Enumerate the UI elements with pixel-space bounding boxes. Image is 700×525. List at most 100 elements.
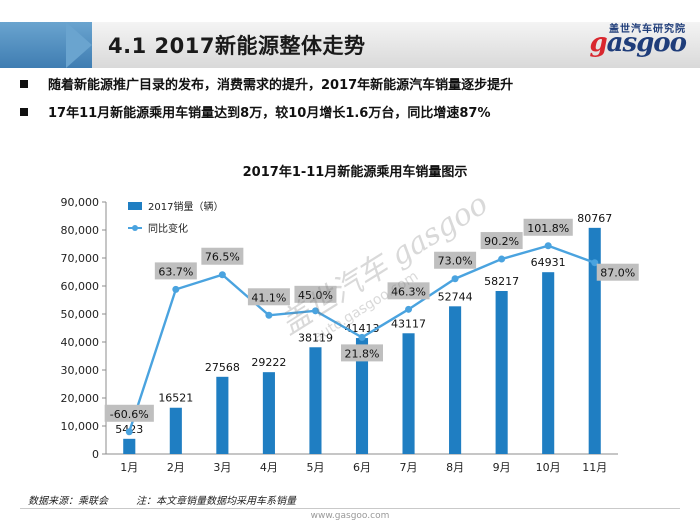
line-value-label: 76.5% bbox=[205, 251, 240, 264]
x-tick-label: 2月 bbox=[167, 461, 185, 474]
footer-url: www.gasgoo.com bbox=[310, 511, 390, 521]
y-tick-label: 50,000 bbox=[61, 308, 100, 321]
bullet-item: 随着新能源推广目录的发布，消费需求的提升，2017年新能源汽车销量逐步提升 bbox=[14, 74, 694, 102]
line-value-label: 90.2% bbox=[484, 235, 519, 248]
line-label-box bbox=[596, 263, 639, 281]
bullet-text: 随着新能源推广目录的发布，消费需求的提升，2017年新能源汽车销量逐步提升 bbox=[48, 78, 514, 93]
line-label-box bbox=[480, 232, 523, 250]
line-point bbox=[218, 271, 226, 279]
x-tick-label: 3月 bbox=[213, 461, 231, 474]
chart-axes: 0 10,000 20,000 30,000 40,000 50,000 60,000 70,… bbox=[61, 196, 618, 474]
line-label-box bbox=[523, 218, 573, 236]
x-tick-label: 1月 bbox=[120, 461, 138, 474]
line-label-box bbox=[247, 288, 290, 306]
bar-value-label: 52744 bbox=[438, 290, 473, 303]
chart-title: 2017年1-11月新能源乘用车销量图示 bbox=[243, 164, 468, 180]
bar-value-label: 58217 bbox=[484, 275, 519, 288]
line-series: -60.6% 63.7% 76.5% 41.1% 45.0% 21.8% 46.3% 73.0… bbox=[104, 218, 639, 436]
legend-line-marker bbox=[132, 225, 138, 231]
bar-value-label: 43117 bbox=[391, 317, 426, 330]
y-tick-label: 60,000 bbox=[61, 280, 100, 293]
y-tick-label: 10,000 bbox=[61, 420, 100, 433]
x-tick-label: 5月 bbox=[306, 461, 324, 474]
line-point bbox=[498, 255, 506, 263]
bar bbox=[216, 376, 229, 454]
line-value-label: 63.7% bbox=[158, 265, 193, 278]
y-tick-label: 80,000 bbox=[61, 224, 100, 237]
line-point bbox=[591, 259, 599, 267]
footnote: 注：本文章销量数据均采用车系销量 bbox=[136, 496, 296, 507]
bar-value-label: 27568 bbox=[205, 361, 240, 374]
y-tick-label: 20,000 bbox=[61, 392, 100, 405]
page-title: 4.1 2017新能源整体走势 bbox=[108, 34, 366, 58]
bar bbox=[542, 272, 555, 454]
bar bbox=[495, 290, 508, 454]
line-value-label: 45.0% bbox=[298, 289, 333, 302]
legend-line-label: 同比变化 bbox=[148, 222, 188, 235]
line-point bbox=[265, 311, 273, 319]
bar-value-label: 41413 bbox=[345, 322, 380, 335]
line-point bbox=[172, 285, 180, 293]
y-tick-label: 70,000 bbox=[61, 252, 100, 265]
logo-wordmark-text: asgoo bbox=[606, 28, 687, 58]
y-tick-label: 90,000 bbox=[61, 196, 100, 209]
x-tick-label: 4月 bbox=[260, 461, 278, 474]
line-value-label: 41.1% bbox=[251, 291, 286, 304]
bar-value-label: 38119 bbox=[298, 331, 333, 344]
bar-value-label: 16521 bbox=[158, 392, 193, 405]
y-tick-label: 30,000 bbox=[61, 364, 100, 377]
y-tick-label: 0 bbox=[92, 448, 99, 461]
line-point bbox=[311, 307, 319, 315]
bar-value-label: 29222 bbox=[251, 356, 286, 369]
chart-legend: 2017销量（辆） 同比变化 bbox=[128, 200, 223, 235]
y-tick-label: 40,000 bbox=[61, 336, 100, 349]
logo-chinese-text: 盖世汽车研究院 bbox=[609, 24, 686, 35]
bar bbox=[262, 372, 275, 454]
header-chevron-icon bbox=[66, 22, 92, 68]
line-value-label: 21.8% bbox=[345, 347, 380, 360]
x-tick-label: 7月 bbox=[400, 461, 418, 474]
line-point bbox=[405, 305, 413, 313]
legend-bar-label: 2017销量（辆） bbox=[148, 200, 223, 213]
x-tick-label: 6月 bbox=[353, 461, 371, 474]
bar bbox=[588, 227, 601, 454]
footer-note: 数据来源：乘联会 注：本文章销量数据均采用车系销量 bbox=[28, 492, 296, 507]
bullet-square-icon bbox=[20, 80, 28, 88]
gasgoo-logo: 盖世汽车研究院 gasgoo bbox=[556, 20, 687, 60]
line-point bbox=[544, 242, 552, 250]
line-value-label: 46.3% bbox=[391, 285, 426, 298]
line-value-label: 87.0% bbox=[600, 267, 635, 280]
line-label-box bbox=[387, 282, 430, 300]
bar bbox=[402, 333, 415, 454]
bar bbox=[355, 338, 369, 454]
x-tick-label: 11月 bbox=[582, 461, 607, 474]
x-tick-label: 8月 bbox=[446, 461, 464, 474]
header-background bbox=[92, 22, 700, 68]
line-point bbox=[451, 275, 459, 283]
line-label-box bbox=[201, 247, 244, 265]
bar bbox=[123, 438, 136, 454]
line-value-label: 101.8% bbox=[527, 222, 569, 235]
logo-wordmark: gasgoo bbox=[589, 28, 687, 58]
line-label-box bbox=[104, 404, 154, 422]
bullet-text: 17年11月新能源乘用车销量达到8万，较10月增长1.6万台，同比增速87% bbox=[48, 106, 491, 121]
line-value-label: -60.6% bbox=[110, 408, 149, 421]
line-label-box bbox=[341, 344, 383, 362]
line-label-box bbox=[154, 262, 197, 280]
bar-value-label: 64931 bbox=[531, 256, 566, 269]
line-label-box bbox=[294, 285, 337, 303]
bar bbox=[449, 306, 462, 454]
bar bbox=[169, 407, 182, 454]
footer-divider bbox=[20, 508, 680, 509]
legend-bar-swatch bbox=[128, 202, 142, 210]
bullet-list: 随着新能源推广目录的发布，消费需求的提升，2017年新能源汽车销量逐步提升 17… bbox=[14, 74, 694, 130]
line-point bbox=[358, 333, 366, 341]
bar bbox=[309, 347, 322, 454]
bullet-square-icon bbox=[20, 108, 28, 116]
bullet-item: 17年11月新能源乘用车销量达到8万，较10月增长1.6万台，同比增速87% bbox=[14, 102, 694, 130]
bar-value-label: 80767 bbox=[577, 212, 612, 225]
line-value-label: 73.0% bbox=[438, 255, 473, 268]
line-label-box bbox=[434, 251, 477, 269]
